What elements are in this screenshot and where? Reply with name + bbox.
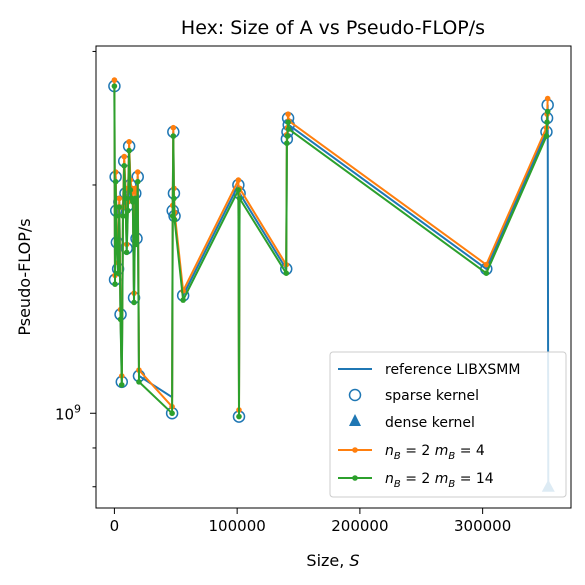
series-4-point (123, 249, 130, 256)
series-4-point (284, 133, 291, 139)
series-4-point (122, 195, 129, 202)
legend-label-dense: dense kernel (385, 415, 475, 431)
series-4-point (117, 316, 124, 323)
series-4-point (285, 119, 291, 125)
series-4-point (170, 133, 177, 139)
series-4-point (132, 195, 139, 202)
series-4-point (121, 162, 128, 169)
series-4-point (112, 178, 119, 185)
legend-label-reference: reference LIBXSMM (385, 362, 520, 378)
series-4-point (111, 83, 118, 89)
series-4-point (118, 382, 125, 388)
legend-label-nb2-mb14: nB = 2 mB = 14 (385, 471, 494, 490)
legend-marker-nb2-mb4-dot (352, 447, 358, 453)
series-3-point (116, 195, 123, 202)
series-3-point (134, 169, 141, 175)
series-3-point (111, 77, 118, 83)
x-tick-label: 300000 (454, 517, 511, 535)
legend-box (329, 351, 567, 498)
legend: reference LIBXSMM sparse kernel dense ke… (329, 351, 567, 498)
series-4-point (180, 297, 186, 303)
series-4-point (483, 270, 490, 277)
series-4-point (134, 178, 141, 185)
legend-marker-dense (349, 414, 361, 426)
legend-marker-nb2-mb14-dot (352, 475, 358, 481)
series-4-point (285, 126, 292, 132)
legend-marker-sparse (348, 388, 362, 402)
chart-title: Hex: Size of A vs Pseudo-FLOP/s (181, 17, 485, 39)
series-4-point (171, 216, 178, 223)
series-4-point (284, 140, 290, 147)
series-4-point (544, 119, 550, 125)
series-4-point (171, 195, 177, 202)
series-4-point (112, 281, 118, 287)
series-3-point (544, 95, 551, 102)
series-4-point (114, 245, 120, 252)
x-tick-label: 0 (110, 517, 120, 535)
series-4-point (543, 133, 550, 139)
series-4-point (115, 270, 121, 277)
series-4-point (136, 379, 142, 385)
series-4-point (235, 187, 242, 193)
series-4-point (127, 187, 134, 193)
series-4-point (236, 195, 243, 202)
legend-label-nb2-mb4: nB = 2 mB = 4 (385, 443, 485, 462)
plot-frame (95, 45, 572, 509)
series-4-point (120, 213, 126, 219)
x-tick-label: 200000 (331, 517, 388, 535)
series-3-point (483, 261, 490, 268)
series-4-point (544, 108, 551, 115)
series-4-point (131, 299, 137, 306)
x-axis-label-text: Size, (306, 551, 349, 570)
y-tick-label: 109 (55, 402, 81, 423)
x-tick-label: 100000 (209, 517, 266, 535)
series-3-point (235, 177, 242, 183)
axes: 0 100000 200000 300000 109 (55, 50, 511, 535)
y-axis-label: Pseudo-FLOP/s (15, 218, 34, 335)
series-3-point (170, 124, 177, 131)
series-4-point (126, 147, 132, 154)
legend-label-sparse: sparse kernel (385, 388, 479, 404)
x-axis-label-var: S (349, 551, 359, 570)
series-4-point (125, 207, 131, 214)
series-3-point (285, 111, 291, 117)
series-4-point (283, 270, 290, 277)
x-axis-label: Size, S (306, 551, 359, 570)
series-4-point (236, 413, 242, 420)
series-4-point (113, 213, 120, 219)
series-4-point (133, 241, 140, 248)
series-4-point (116, 204, 123, 210)
series-4-point (169, 410, 175, 417)
series-3-point (121, 153, 128, 160)
series-3-point (126, 139, 132, 145)
plot-area (108, 77, 555, 492)
